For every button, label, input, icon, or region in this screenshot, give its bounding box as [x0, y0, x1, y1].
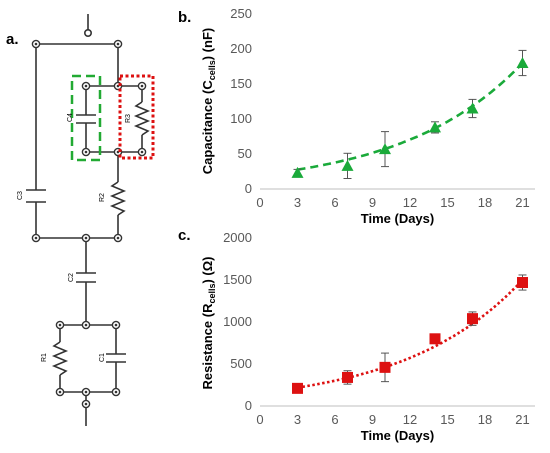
data-point — [466, 102, 479, 114]
red-highlight-box — [118, 74, 155, 160]
data-point — [379, 143, 391, 155]
circuit-node-dot — [58, 390, 62, 394]
circuit-node-dot — [114, 390, 118, 394]
panel-label-c: c. — [178, 227, 191, 244]
circuit-node-dot — [84, 402, 88, 406]
x-tick-label: 15 — [440, 412, 454, 427]
data-point — [429, 333, 441, 345]
x-tick-label: 3 — [294, 195, 301, 210]
circuit-node-dot — [114, 323, 118, 327]
circuit-node-dot — [84, 150, 88, 154]
label-c4: C4 — [67, 113, 74, 122]
data-point — [429, 121, 441, 133]
label-c3: C3 — [17, 191, 24, 200]
resistance-chart: 0 500 1000 1500 2000 0 3 6 9 12 15 18 21 Time (Days) R… — [200, 230, 535, 443]
y-axis-title: Capacitance (Ccells) (nF) — [200, 28, 217, 174]
circuit-node-dot — [84, 323, 88, 327]
data-point — [516, 57, 529, 68]
data-point — [342, 371, 353, 383]
x-tick-label: 9 — [369, 412, 376, 427]
y-tick-label: 1000 — [223, 314, 252, 329]
x-tick-label: 6 — [331, 412, 338, 427]
data-point — [291, 166, 304, 178]
circuit-node-dot — [84, 84, 88, 88]
y-axis-title: Resistance (Rcells) (Ω) — [200, 256, 217, 389]
circuit-node-dot — [34, 236, 38, 240]
label-r1: R1 — [41, 353, 48, 362]
label-c2: C2 — [68, 273, 75, 282]
label-c1: C1 — [99, 353, 106, 362]
trend-line — [297, 279, 524, 389]
y-tick-label: 2000 — [223, 230, 252, 245]
data-point — [379, 361, 391, 373]
y-tick-label: 0 — [245, 181, 252, 196]
data-point — [467, 313, 478, 325]
circuit-node-dot — [84, 390, 88, 394]
x-tick-label: 12 — [403, 195, 417, 210]
circuit-nodes — [31, 39, 147, 409]
data-point — [292, 382, 303, 394]
x-tick-label: 15 — [440, 195, 454, 210]
x-tick-label: 18 — [478, 412, 492, 427]
y-tick-label: 0 — [245, 398, 252, 413]
x-tick-label: 21 — [515, 195, 529, 210]
x-tick-label: 6 — [331, 195, 338, 210]
data-point — [517, 277, 528, 289]
y-tick-label: 150 — [230, 76, 252, 91]
circuit-node-dot — [140, 84, 144, 88]
x-tick-label: 9 — [369, 195, 376, 210]
panel-label-a: a. — [6, 31, 19, 48]
circuit-node-dot — [116, 42, 120, 46]
x-tick-label: 0 — [256, 195, 263, 210]
data-point — [341, 159, 354, 171]
x-tick-label: 21 — [515, 412, 529, 427]
x-tick-label: 0 — [256, 412, 263, 427]
trend-line — [297, 62, 524, 171]
circuit-node-dot — [84, 236, 88, 240]
x-tick-label: 18 — [478, 195, 492, 210]
y-tick-label: 100 — [230, 111, 252, 126]
x-axis-title: Time (Days) — [361, 211, 434, 226]
capacitance-chart: 0 50 100 150 200 250 0 3 6 9 12 15 18 21 Time (Days) Ca… — [200, 6, 535, 226]
label-r2: R2 — [99, 193, 106, 202]
y-tick-label: 200 — [230, 41, 252, 56]
y-tick-label: 1500 — [223, 272, 252, 287]
y-tick-label: 500 — [230, 356, 252, 371]
y-tick-label: 250 — [230, 6, 252, 21]
circuit-node-dot — [58, 323, 62, 327]
circuit-node-dot — [34, 42, 38, 46]
y-tick-label: 50 — [238, 146, 252, 161]
label-r3: R3 — [125, 114, 132, 123]
panel-label-b: b. — [178, 9, 191, 26]
green-highlight-box — [70, 74, 102, 162]
circuit-node-dot — [140, 150, 144, 154]
x-tick-label: 12 — [403, 412, 417, 427]
circuit-node-dot — [116, 236, 120, 240]
x-axis-title: Time (Days) — [361, 428, 434, 443]
x-tick-label: 3 — [294, 412, 301, 427]
circuit-diagram — [26, 14, 151, 426]
